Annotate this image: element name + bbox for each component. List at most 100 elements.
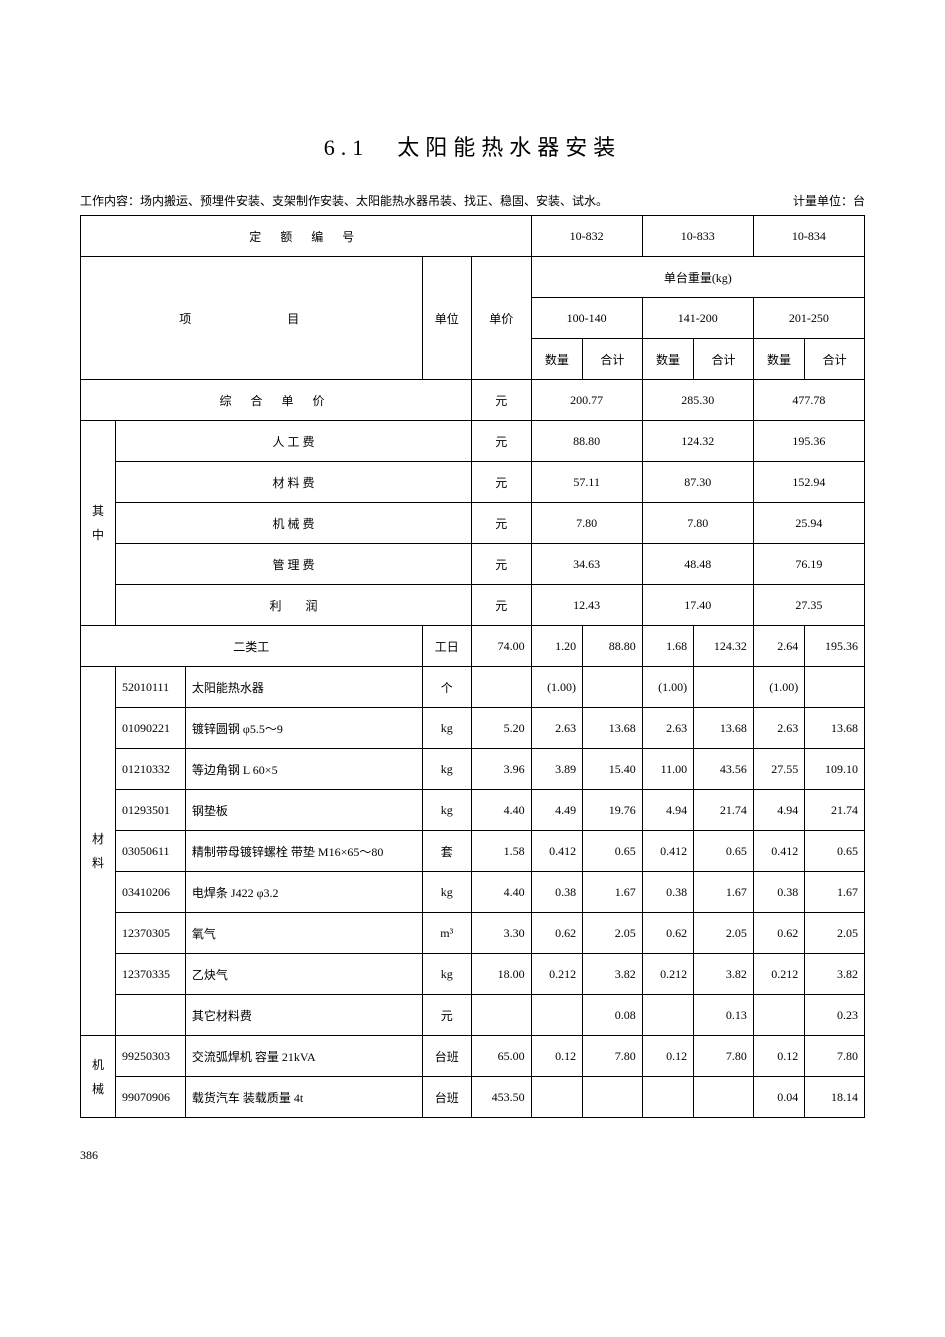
- mat-1-c5: 13.68: [805, 708, 865, 749]
- mat-4-c5: 0.65: [805, 831, 865, 872]
- mat-2-c4: 27.55: [753, 749, 804, 790]
- mat-3-price: 4.40: [471, 790, 531, 831]
- header-code-0: 10-832: [531, 216, 642, 257]
- labor-price: 74.00: [471, 626, 531, 667]
- mat-7-code: 12370335: [115, 954, 185, 995]
- mat-4-unit: 套: [422, 831, 471, 872]
- mat-4-code: 03050611: [115, 831, 185, 872]
- mat-1-code: 01090221: [115, 708, 185, 749]
- mat-0-c5: [805, 667, 865, 708]
- mach-1-c5: 18.14: [805, 1077, 865, 1118]
- mat-4-name: 精制带母镀锌螺栓 带垫 M16×65～80: [185, 831, 422, 872]
- mach-1-c2: [642, 1077, 693, 1118]
- mat-2-c2: 11.00: [642, 749, 693, 790]
- measure-unit: 计量单位：台: [793, 192, 865, 209]
- mach-1-c3: [694, 1077, 754, 1118]
- mat-6-c2: 0.62: [642, 913, 693, 954]
- mach-0-c5: 7.80: [805, 1036, 865, 1077]
- mach-1-code: 99070906: [115, 1077, 185, 1118]
- labor-c1: 88.80: [583, 626, 643, 667]
- row-composite-0: 200.77: [531, 380, 642, 421]
- mach-0-c3: 7.80: [694, 1036, 754, 1077]
- mat-0-price: [471, 667, 531, 708]
- mat-0-code: 52010111: [115, 667, 185, 708]
- header-sum-2: 合计: [805, 339, 865, 380]
- mat-2-c5: 109.10: [805, 749, 865, 790]
- mat-1-unit: kg: [422, 708, 471, 749]
- mat-2-c0: 3.89: [531, 749, 582, 790]
- mat-2-price: 3.96: [471, 749, 531, 790]
- work-content: 工作内容：场内搬运、预埋件安装、支架制作安装、太阳能热水器吊装、找正、稳固、安装…: [80, 192, 608, 209]
- mat-6-price: 3.30: [471, 913, 531, 954]
- mat-3-c5: 21.74: [805, 790, 865, 831]
- header-qty-1: 数量: [642, 339, 693, 380]
- mat-1-c3: 13.68: [694, 708, 754, 749]
- mat-5-price: 4.40: [471, 872, 531, 913]
- mat-7-c2: 0.212: [642, 954, 693, 995]
- mat-7-c1: 3.82: [583, 954, 643, 995]
- mat-3-c2: 4.94: [642, 790, 693, 831]
- mat-8-c1: 0.08: [583, 995, 643, 1036]
- mach-0-unit: 台班: [422, 1036, 471, 1077]
- labor-c5: 195.36: [805, 626, 865, 667]
- mat-8-c0: [531, 995, 582, 1036]
- mach-0-price: 65.00: [471, 1036, 531, 1077]
- mat-5-c5: 1.67: [805, 872, 865, 913]
- header-range-0: 100-140: [531, 298, 642, 339]
- mach-1-c1: [583, 1077, 643, 1118]
- breakdown-4-v0: 12.43: [531, 585, 642, 626]
- quota-table: 定 额 编 号 10-832 10-833 10-834 项 目 单位 单价 单…: [80, 215, 865, 1118]
- labor-c0: 1.20: [531, 626, 582, 667]
- mat-7-price: 18.00: [471, 954, 531, 995]
- breakdown-0-v2: 195.36: [753, 421, 864, 462]
- header-code-1: 10-833: [642, 216, 753, 257]
- mat-8-price: [471, 995, 531, 1036]
- mat-8-name: 其它材料费: [185, 995, 422, 1036]
- mat-1-c4: 2.63: [753, 708, 804, 749]
- breakdown-2-v0: 7.80: [531, 503, 642, 544]
- mat-7-c5: 3.82: [805, 954, 865, 995]
- mach-0-code: 99250303: [115, 1036, 185, 1077]
- mat-5-c1: 1.67: [583, 872, 643, 913]
- mat-4-c4: 0.412: [753, 831, 804, 872]
- mat-3-c0: 4.49: [531, 790, 582, 831]
- mat-3-unit: kg: [422, 790, 471, 831]
- mat-3-c3: 21.74: [694, 790, 754, 831]
- mat-8-c3: 0.13: [694, 995, 754, 1036]
- breakdown-2-v2: 25.94: [753, 503, 864, 544]
- mat-4-price: 1.58: [471, 831, 531, 872]
- mat-1-c2: 2.63: [642, 708, 693, 749]
- breakdown-3-v2: 76.19: [753, 544, 864, 585]
- mach-0-c2: 0.12: [642, 1036, 693, 1077]
- mat-6-c4: 0.62: [753, 913, 804, 954]
- mat-5-c3: 1.67: [694, 872, 754, 913]
- mat-1-c1: 13.68: [583, 708, 643, 749]
- header-range-2: 201-250: [753, 298, 864, 339]
- breakdown-4-v1: 17.40: [642, 585, 753, 626]
- mat-6-c1: 2.05: [583, 913, 643, 954]
- mat-5-c4: 0.38: [753, 872, 804, 913]
- breakdown-3-unit: 元: [471, 544, 531, 585]
- breakdown-3-v0: 34.63: [531, 544, 642, 585]
- header-sum-1: 合计: [694, 339, 754, 380]
- mat-6-name: 氧气: [185, 913, 422, 954]
- breakdown-1-v1: 87.30: [642, 462, 753, 503]
- mat-2-unit: kg: [422, 749, 471, 790]
- mat-7-c0: 0.212: [531, 954, 582, 995]
- mat-0-c2: (1.00): [642, 667, 693, 708]
- mat-8-c5: 0.23: [805, 995, 865, 1036]
- mat-5-c0: 0.38: [531, 872, 582, 913]
- mat-3-c4: 4.94: [753, 790, 804, 831]
- mat-4-c2: 0.412: [642, 831, 693, 872]
- mat-7-name: 乙炔气: [185, 954, 422, 995]
- breakdown-4-label: 利 润: [115, 585, 471, 626]
- mach-1-c4: 0.04: [753, 1077, 804, 1118]
- breakdown-1-unit: 元: [471, 462, 531, 503]
- breakdown-0-label: 人 工 费: [115, 421, 471, 462]
- mat-7-c4: 0.212: [753, 954, 804, 995]
- mat-0-unit: 个: [422, 667, 471, 708]
- mat-6-unit: m³: [422, 913, 471, 954]
- mat-0-c3: [694, 667, 754, 708]
- mat-0-c0: (1.00): [531, 667, 582, 708]
- header-price: 单价: [471, 257, 531, 380]
